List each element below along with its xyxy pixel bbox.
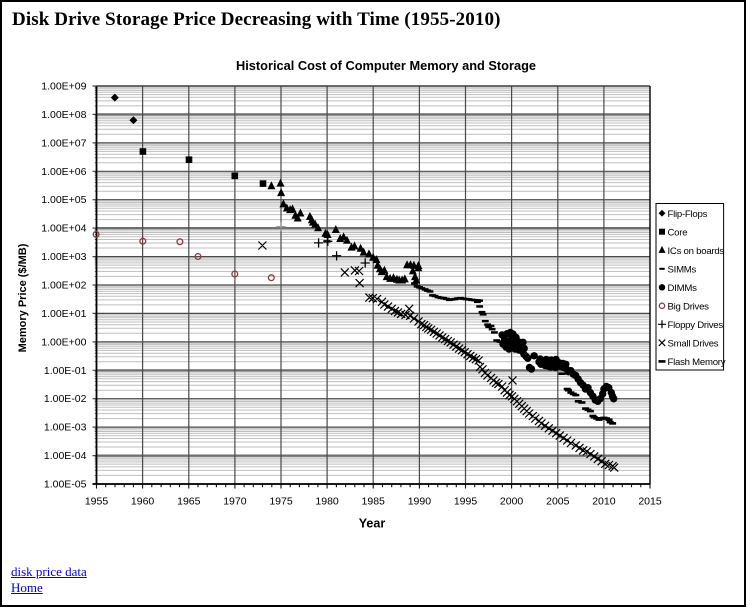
svg-text:Big Drives: Big Drives xyxy=(668,301,710,312)
svg-text:1.00E-04: 1.00E-04 xyxy=(44,450,87,462)
svg-text:1.00E+03: 1.00E+03 xyxy=(41,251,86,263)
svg-text:1975: 1975 xyxy=(269,496,293,508)
svg-text:1990: 1990 xyxy=(408,496,432,508)
svg-text:2000: 2000 xyxy=(500,496,524,508)
svg-text:1.00E+02: 1.00E+02 xyxy=(41,280,86,292)
svg-text:1.00E-03: 1.00E-03 xyxy=(44,422,87,434)
svg-text:1970: 1970 xyxy=(223,496,247,508)
svg-text:Flash Memory: Flash Memory xyxy=(668,357,726,368)
svg-text:1.00E-01: 1.00E-01 xyxy=(44,365,87,377)
svg-text:1965: 1965 xyxy=(177,496,201,508)
svg-text:2015: 2015 xyxy=(638,496,662,508)
svg-text:Year: Year xyxy=(359,517,386,531)
svg-text:Core: Core xyxy=(668,227,688,238)
svg-text:1955: 1955 xyxy=(85,496,109,508)
svg-text:Small Drives: Small Drives xyxy=(668,338,719,349)
svg-text:1.00E+05: 1.00E+05 xyxy=(41,194,86,206)
svg-text:1.00E+08: 1.00E+08 xyxy=(41,109,86,121)
svg-text:Flip-Flops: Flip-Flops xyxy=(668,209,708,220)
svg-text:2010: 2010 xyxy=(592,496,616,508)
svg-text:1.00E+01: 1.00E+01 xyxy=(41,308,86,320)
svg-text:Historical Cost of Computer Me: Historical Cost of Computer Memory and S… xyxy=(236,58,536,73)
svg-text:ICs on boards: ICs on boards xyxy=(668,246,725,257)
svg-text:SIMMs: SIMMs xyxy=(668,264,697,275)
svg-text:Memory Price ($/MB): Memory Price ($/MB) xyxy=(17,243,29,352)
svg-text:1.00E-05: 1.00E-05 xyxy=(44,479,87,491)
svg-text:1.00E+06: 1.00E+06 xyxy=(41,166,86,178)
svg-text:DIMMs: DIMMs xyxy=(668,283,698,294)
svg-text:2005: 2005 xyxy=(546,496,570,508)
svg-text:1980: 1980 xyxy=(315,496,339,508)
svg-text:1.00E+00: 1.00E+00 xyxy=(41,336,86,348)
svg-text:1.00E+04: 1.00E+04 xyxy=(41,223,86,235)
svg-text:1.00E-02: 1.00E-02 xyxy=(44,393,87,405)
svg-text:1995: 1995 xyxy=(454,496,478,508)
svg-text:Floppy Drives: Floppy Drives xyxy=(668,320,724,331)
svg-text:1.00E+09: 1.00E+09 xyxy=(41,81,86,93)
svg-text:1960: 1960 xyxy=(131,496,155,508)
svg-text:1985: 1985 xyxy=(362,496,386,508)
svg-text:1.00E+07: 1.00E+07 xyxy=(41,137,86,149)
